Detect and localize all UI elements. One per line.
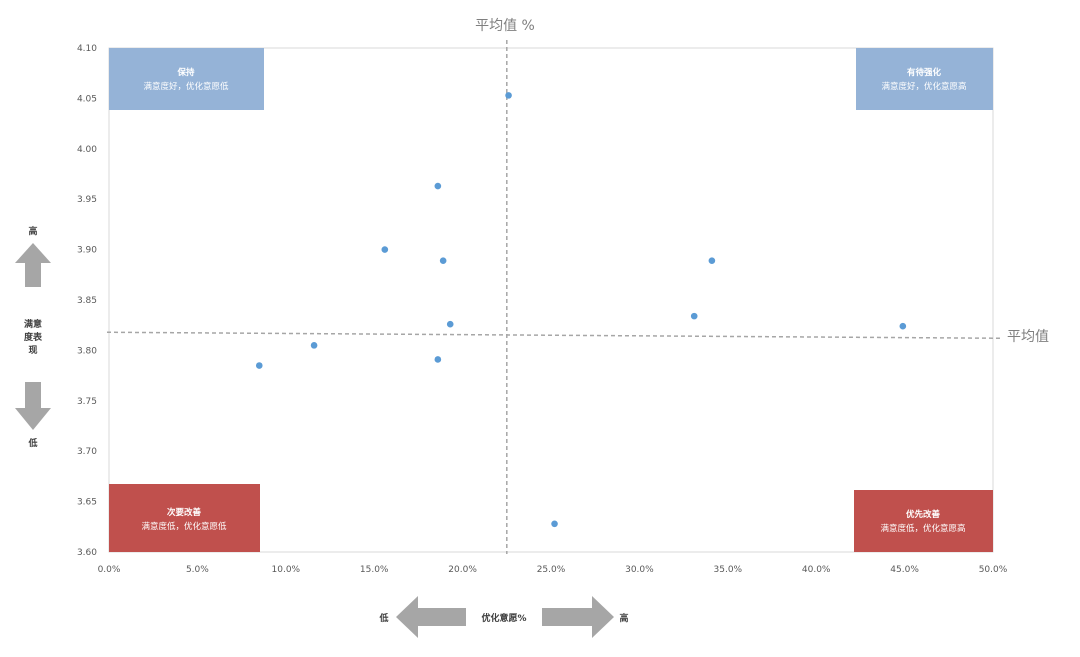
quadrant-bottom-left: 次要改善 满意度低，优化意愿低	[109, 484, 260, 552]
y-tick-label: 3.90	[77, 246, 97, 256]
average-y-line	[106, 331, 1001, 340]
data-point	[505, 92, 512, 99]
quadrant-top-left: 保持 满意度好，优化意愿低	[109, 48, 264, 110]
data-point	[690, 312, 698, 320]
y-indicator-label-1: 满意	[24, 318, 42, 330]
y-tick-label: 4.00	[77, 145, 97, 155]
x-tick-label: 25.0%	[537, 565, 566, 575]
quadrant-top-left-box	[109, 48, 264, 110]
y-indicator-low: 低	[27, 437, 37, 449]
data-point	[310, 342, 318, 349]
x-indicator-high: 高	[619, 612, 628, 624]
quadrant-bottom-right-box	[854, 490, 993, 552]
y-tick-label: 4.10	[77, 44, 97, 54]
quadrant-bottom-left-subtitle: 满意度低，优化意愿低	[141, 521, 227, 532]
x-indicator-label: 优化意愿%	[481, 612, 526, 624]
x-tick-label: 5.0%	[186, 565, 209, 575]
x-indicator-low: 低	[378, 612, 388, 624]
y-indicator-label-3: 现	[28, 345, 37, 356]
quadrant-bottom-right: 优先改善 满意度低，优化意愿高	[854, 490, 993, 552]
x-tick-label: 45.0%	[890, 565, 919, 575]
arrow-up-icon	[15, 243, 51, 287]
plot-area	[108, 47, 994, 553]
y-axis-ticks: 3.60 3.65 3.70 3.75 3.80 3.85 3.90 3.95 4.00 4.05…	[77, 44, 97, 558]
quadrant-bottom-left-box	[109, 484, 260, 552]
data-point	[899, 322, 907, 330]
y-tick-label: 4.05	[77, 94, 97, 104]
x-tick-label: 0.0%	[98, 565, 121, 575]
data-point	[446, 320, 454, 328]
data-point	[381, 246, 389, 253]
data-point	[439, 257, 447, 264]
data-point	[708, 257, 716, 264]
quadrant-top-left-subtitle: 满意度好，优化意愿低	[143, 81, 229, 92]
quadrant-top-left-title: 保持	[176, 67, 195, 78]
arrow-left-icon	[396, 596, 466, 638]
arrow-right-icon	[542, 596, 614, 638]
average-x-label: 平均值 %	[475, 18, 535, 34]
data-points	[255, 92, 907, 528]
y-indicator-label-2: 度表	[24, 331, 43, 343]
quadrant-top-right-box	[856, 48, 993, 110]
quadrant-top-right: 有待强化 满意度好，优化意愿高	[856, 48, 993, 110]
x-tick-label: 35.0%	[714, 565, 743, 575]
average-y-label: 平均值	[1007, 329, 1049, 345]
quadrant-top-right-title: 有待强化	[907, 67, 942, 78]
y-tick-label: 3.75	[77, 397, 97, 407]
data-point	[551, 520, 558, 528]
data-point	[255, 362, 263, 369]
x-axis-ticks: 0.0% 5.0% 10.0% 15.0% 20.0% 25.0% 30.0% 35.0% 40…	[98, 565, 1008, 575]
quadrant-bottom-left-title: 次要改善	[167, 507, 202, 518]
y-tick-label: 3.80	[77, 346, 97, 356]
x-indicator: 低 优化意愿% 高	[378, 596, 629, 638]
y-tick-label: 3.65	[77, 498, 97, 508]
y-tick-label: 3.85	[77, 296, 97, 306]
y-tick-label: 3.60	[77, 548, 97, 558]
x-tick-label: 20.0%	[448, 565, 477, 575]
arrow-down-icon	[15, 382, 51, 430]
quadrant-bottom-right-subtitle: 满意度低，优化意愿高	[880, 523, 965, 534]
data-point	[434, 356, 442, 363]
y-indicator: 高 满意 度表 现 低	[15, 225, 51, 449]
y-tick-label: 3.95	[77, 195, 97, 205]
x-tick-label: 15.0%	[360, 565, 389, 575]
data-point	[434, 182, 442, 190]
x-tick-label: 50.0%	[979, 565, 1008, 575]
x-tick-label: 10.0%	[272, 565, 301, 575]
quadrant-top-right-subtitle: 满意度好，优化意愿高	[881, 81, 966, 92]
x-tick-label: 40.0%	[802, 565, 831, 575]
x-tick-label: 30.0%	[625, 565, 654, 575]
quadrant-bottom-right-title: 优先改善	[906, 509, 941, 520]
y-indicator-high: 高	[28, 225, 37, 237]
y-tick-label: 3.70	[77, 447, 97, 457]
